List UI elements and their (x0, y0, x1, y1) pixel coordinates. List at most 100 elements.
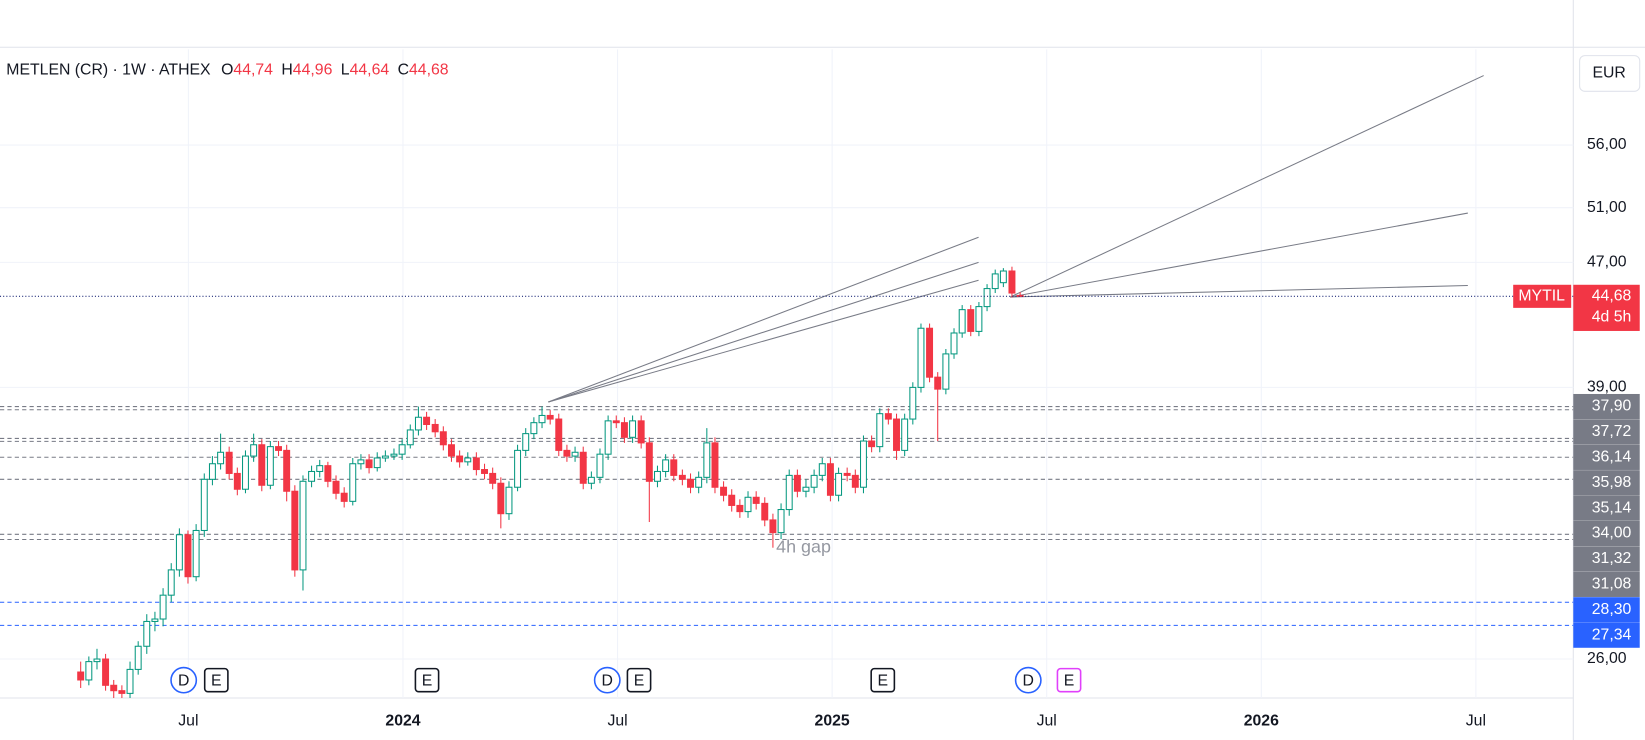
candle-body (514, 449, 522, 488)
candle-body (802, 486, 810, 492)
candle-body (975, 306, 983, 332)
candle-body (909, 386, 917, 420)
candle-body (77, 671, 85, 681)
event-marker (1014, 666, 1042, 694)
candle-body (357, 459, 365, 465)
candle-body (926, 327, 934, 378)
event-marker (626, 667, 652, 693)
last-price-badge (1573, 284, 1640, 331)
candle-body (826, 463, 834, 496)
event-label: E (211, 672, 222, 689)
candle-body (793, 474, 801, 492)
candle-body (967, 309, 975, 332)
candle-body (917, 327, 925, 388)
symbol: METLEN (CR) · 1W · ATHEX (6, 62, 211, 79)
event-label: D (602, 672, 613, 689)
candle-body (481, 469, 488, 474)
candle-body (843, 472, 851, 476)
event-label: D (1023, 672, 1034, 689)
candle-body (110, 684, 118, 692)
candle-body (241, 455, 249, 490)
y-tick-label: 39,00 (1587, 379, 1627, 396)
candle-body (761, 502, 769, 521)
candle-body (159, 594, 167, 620)
candle-body (332, 480, 340, 494)
candle-body (456, 455, 464, 463)
event-marker (593, 666, 621, 694)
level-badge (1573, 393, 1640, 420)
candle-body (637, 420, 645, 444)
candle-body (175, 534, 183, 571)
level-label: 34,00 (1592, 525, 1632, 542)
candle-body (184, 534, 192, 578)
fan-line (548, 236, 979, 403)
candle-body (497, 482, 505, 515)
levels (0, 406, 1574, 626)
event-marker (170, 666, 198, 694)
level-badge (1573, 571, 1640, 597)
candle-body (868, 440, 876, 448)
level-label: 37,90 (1592, 398, 1632, 415)
candle-body (250, 444, 258, 457)
candle-body (958, 309, 966, 334)
candle-body (85, 661, 93, 681)
candle-body (546, 414, 554, 420)
x-tick-label: Jul (1037, 712, 1057, 729)
level-badge (1573, 470, 1640, 496)
candle-body (102, 658, 110, 686)
legend-value: 44,74 (233, 62, 273, 79)
event-label: E (1064, 672, 1075, 689)
candle-body (859, 440, 867, 488)
candle-body (406, 429, 414, 446)
candle-body (596, 453, 604, 478)
candle-body (439, 431, 447, 446)
legend-value: 44,96 (293, 62, 333, 79)
candle-body (579, 451, 587, 484)
candle-body (983, 288, 991, 308)
candle-body (884, 413, 892, 420)
candle-body (555, 418, 563, 451)
candle-body (308, 470, 316, 482)
legend-value: 44,64 (350, 62, 390, 79)
candle-body (587, 476, 595, 484)
gap-annotation: 4h gap (776, 537, 831, 557)
candle-body (167, 569, 175, 596)
candle-body (662, 459, 670, 473)
candle-body (340, 492, 348, 502)
candle-body (678, 474, 686, 480)
candle-body (447, 444, 455, 457)
candle-body (629, 420, 637, 438)
x-tick-label: 2026 (1244, 712, 1279, 729)
level-label: 35,98 (1592, 474, 1632, 491)
currency[interactable]: EUR (1592, 65, 1625, 82)
last-price-name-badge (1513, 284, 1572, 308)
candle-body (126, 668, 134, 694)
candle-body (769, 519, 777, 534)
candle-body (695, 476, 703, 488)
level-badge (1573, 495, 1640, 521)
level-badge (1573, 419, 1640, 445)
event-label: E (634, 672, 645, 689)
candle-body (645, 442, 653, 482)
candle-body (670, 459, 678, 476)
candle-body (522, 433, 530, 451)
x-tick-label: 2025 (815, 712, 850, 729)
legend-key: H (281, 62, 292, 79)
level-badge (1573, 546, 1640, 572)
candle-body (703, 442, 711, 478)
candle-body (810, 474, 818, 488)
candle-body (324, 465, 332, 482)
fan-line (1010, 284, 1468, 298)
currency-button[interactable] (1579, 55, 1641, 92)
candle-body (225, 451, 233, 474)
candle-body (736, 504, 744, 513)
candle-body (785, 474, 793, 511)
trend-fans (548, 75, 1484, 403)
candle-body (728, 494, 736, 506)
x-tick-label: Jul (607, 712, 627, 729)
candle-body (233, 472, 241, 490)
